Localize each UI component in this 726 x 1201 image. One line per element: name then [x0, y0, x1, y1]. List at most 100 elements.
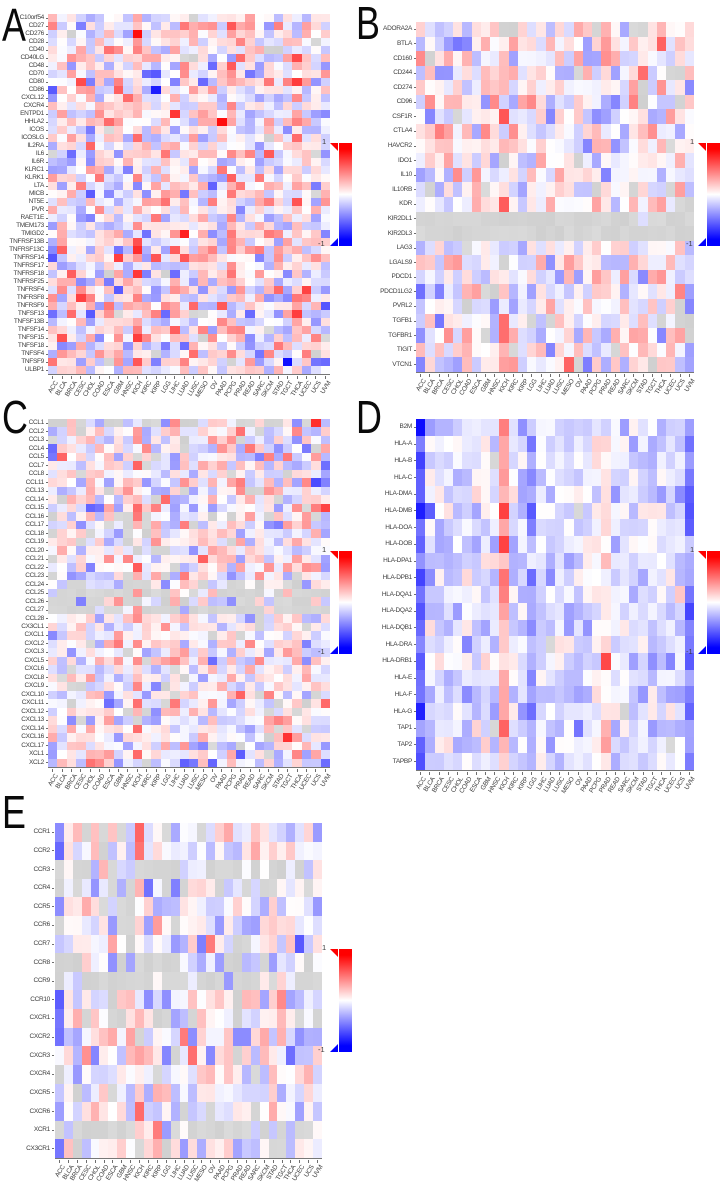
heatmap-cell — [619, 569, 630, 587]
col-tick — [568, 772, 570, 775]
heatmap-cell — [592, 269, 602, 285]
heatmap-cell — [188, 166, 199, 174]
heatmap-cell — [132, 78, 142, 86]
heatmap-cell — [207, 14, 218, 22]
heatmap-cell — [292, 588, 302, 598]
heatmap-cell — [217, 62, 227, 70]
col-tick — [127, 769, 129, 772]
col-label: UCS — [310, 380, 323, 395]
heatmap-cell — [311, 22, 321, 30]
heatmap-cell — [224, 1027, 233, 1047]
heatmap-cell — [224, 1064, 233, 1084]
heatmap-cell — [592, 753, 602, 770]
heatmap-cell — [434, 357, 444, 372]
heatmap-cell — [151, 366, 161, 374]
heatmap-cell — [592, 586, 602, 603]
heatmap-cell — [235, 214, 246, 222]
heatmap-cell — [179, 190, 189, 198]
heatmap-cell — [554, 519, 565, 536]
heatmap-cell — [311, 427, 321, 436]
heatmap-cell — [545, 619, 555, 637]
heatmap-cell — [108, 971, 118, 991]
col-tick — [108, 769, 110, 772]
heatmap-cell — [141, 622, 152, 632]
row-label: PVR — [31, 206, 45, 213]
heatmap-cell — [462, 535, 472, 553]
heatmap-cell — [471, 569, 481, 587]
heatmap-cell — [573, 138, 583, 154]
heatmap-cell — [264, 78, 274, 86]
heatmap-cell — [217, 699, 227, 708]
heatmap-cell — [434, 619, 444, 637]
heatmap-cell — [564, 686, 574, 704]
heatmap-cell — [57, 537, 67, 547]
heatmap-cell — [85, 486, 95, 496]
heatmap-cell — [141, 102, 152, 110]
row-label: ADORA2A — [383, 25, 412, 33]
heatmap-cell — [656, 226, 667, 241]
heatmap-cell — [198, 665, 208, 674]
heatmap-cell — [282, 665, 293, 674]
heatmap-cell — [264, 86, 274, 94]
heatmap-cell — [94, 673, 105, 683]
heatmap-cell — [582, 502, 593, 520]
heatmap-cell — [57, 166, 67, 174]
heatmap-cell — [99, 841, 109, 861]
col-tick — [466, 772, 468, 775]
heatmap-cell — [104, 110, 114, 118]
heatmap-cell — [592, 452, 602, 470]
heatmap-cell — [320, 750, 330, 759]
heatmap-cell — [76, 724, 86, 734]
heatmap-cell — [170, 878, 180, 898]
heatmap-cell — [684, 552, 694, 570]
heatmap-cell — [282, 342, 293, 350]
heatmap-cell — [254, 118, 265, 126]
heatmap-cell — [85, 520, 95, 530]
heatmap-cell — [277, 897, 287, 917]
row-label: HLA-F — [394, 690, 413, 698]
heatmap-cell — [277, 990, 287, 1010]
row-tick — [46, 482, 48, 484]
col-tick — [136, 769, 138, 772]
row-tick — [46, 265, 48, 267]
heatmap-cell — [656, 419, 667, 436]
row-tick — [414, 594, 416, 595]
heatmap-cell — [292, 326, 302, 334]
heatmap-cell — [545, 535, 555, 553]
heatmap-cell — [141, 580, 152, 589]
heatmap-cell — [517, 313, 528, 329]
heatmap-cell — [273, 326, 283, 334]
heatmap-cell — [295, 916, 305, 935]
heatmap-cell — [179, 110, 189, 118]
heatmap-cell — [273, 537, 283, 547]
row-label: CD86 — [28, 86, 45, 93]
heatmap-cell — [160, 294, 171, 302]
heatmap-cell — [161, 971, 171, 991]
col-tick — [71, 769, 72, 772]
heatmap-cell — [245, 622, 255, 632]
heatmap-cell — [235, 724, 246, 734]
heatmap-cell — [66, 419, 77, 428]
heatmap-cell — [170, 461, 180, 470]
heatmap-cell — [292, 503, 302, 513]
heatmap-cell — [508, 485, 518, 503]
heatmap-cell — [416, 211, 426, 227]
heatmap-cell — [151, 605, 161, 615]
heatmap-cell — [123, 54, 133, 62]
heatmap-cell — [619, 109, 630, 125]
heatmap-cell — [292, 206, 302, 214]
heatmap-cell — [63, 1027, 73, 1047]
heatmap-cell — [416, 22, 426, 37]
heatmap-cell — [313, 1102, 322, 1121]
heatmap-cell — [197, 1027, 207, 1047]
heatmap-cell — [113, 150, 124, 158]
heatmap-cell — [471, 519, 481, 536]
row-tick — [414, 577, 416, 579]
col-tick — [679, 772, 681, 775]
heatmap-cell — [499, 452, 509, 470]
heatmap-cell — [94, 174, 105, 182]
heatmap-cell — [666, 255, 676, 270]
heatmap-cell — [245, 520, 255, 530]
heatmap-cell — [235, 435, 246, 445]
heatmap-cell — [94, 326, 105, 334]
